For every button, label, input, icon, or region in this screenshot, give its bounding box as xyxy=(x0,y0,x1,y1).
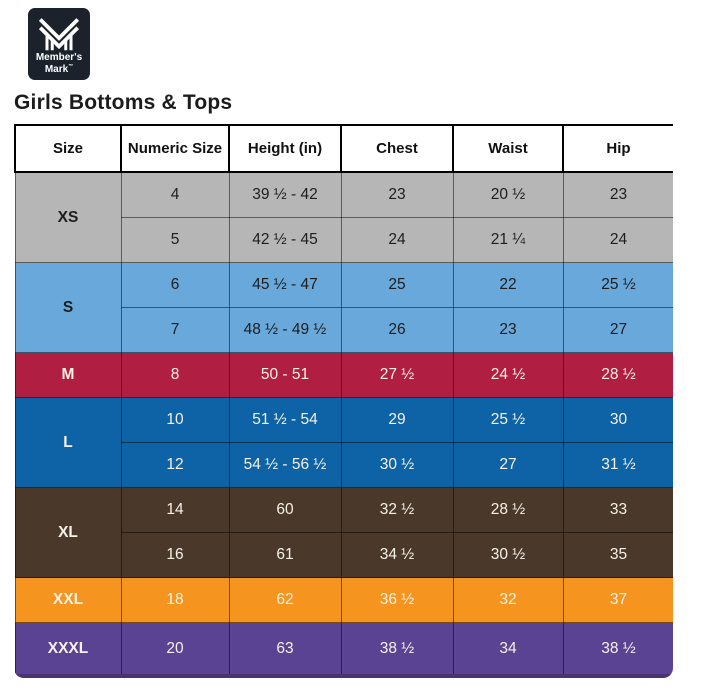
cell-numeric-size: 7 xyxy=(120,307,230,353)
size-label-xl: XL xyxy=(14,487,122,578)
cell-chest: 34 ½ xyxy=(340,532,454,578)
cell-numeric-size: 10 xyxy=(120,397,230,443)
header-row: Size Numeric Size Height (in) Chest Wais… xyxy=(14,124,673,173)
col-header-hip: Hip xyxy=(562,124,673,173)
table-row: M 8 50 - 51 27 ½ 24 ½ 28 ½ xyxy=(14,352,673,398)
cell-waist: 32 xyxy=(452,577,564,623)
cell-chest: 29 xyxy=(340,397,454,443)
col-header-chest: Chest xyxy=(340,124,454,173)
cell-height: 54 ½ - 56 ½ xyxy=(228,442,342,488)
page-title: Girls Bottoms & Tops xyxy=(14,91,233,114)
size-label-m: M xyxy=(14,352,122,398)
cell-numeric-size: 6 xyxy=(120,262,230,308)
cell-chest: 30 ½ xyxy=(340,442,454,488)
cell-waist: 20 ½ xyxy=(452,171,564,218)
cell-numeric-size: 20 xyxy=(120,622,230,678)
cell-height: 42 ½ - 45 xyxy=(228,217,342,263)
cell-waist: 22 xyxy=(452,262,564,308)
cell-height: 60 xyxy=(228,487,342,533)
cell-height: 63 xyxy=(228,622,342,678)
cell-chest: 24 xyxy=(340,217,454,263)
table-row: XXL 18 62 36 ½ 32 37 xyxy=(14,577,673,623)
table-row: 12 54 ½ - 56 ½ 30 ½ 27 31 ½ xyxy=(15,442,673,488)
size-label-xxl: XXL xyxy=(14,577,122,623)
cell-chest: 36 ½ xyxy=(340,577,454,623)
trademark-symbol: ™ xyxy=(68,63,74,70)
logo-text-line2: Mark xyxy=(44,63,69,75)
cell-numeric-size: 4 xyxy=(120,171,230,218)
size-chart: Size Numeric Size Height (in) Chest Wais… xyxy=(14,124,673,678)
size-chart-table: Size Numeric Size Height (in) Chest Wais… xyxy=(14,124,673,678)
size-label-s: S xyxy=(14,262,122,353)
cell-chest: 25 xyxy=(340,262,454,308)
table-row: L 10 51 ½ - 54 29 25 ½ 30 xyxy=(14,397,673,488)
cell-hip: 25 ½ xyxy=(562,262,673,308)
cell-waist: 30 ½ xyxy=(452,532,564,578)
cell-chest: 23 xyxy=(340,171,454,218)
cell-height: 50 - 51 xyxy=(228,352,342,398)
size-label-xxxl: XXXL xyxy=(14,622,122,678)
table-row: XL 14 60 32 ½ 28 ½ 33 xyxy=(14,487,673,578)
size-label-l: L xyxy=(14,397,122,488)
cell-waist: 23 xyxy=(452,307,564,353)
cell-waist: 34 xyxy=(452,622,564,678)
table-row: XXXL 20 63 38 ½ 34 38 ½ xyxy=(14,622,673,678)
col-header-height: Height (in) xyxy=(228,124,342,173)
cell-height: 39 ½ - 42 xyxy=(228,171,342,218)
col-header-waist: Waist xyxy=(452,124,564,173)
cell-hip: 38 ½ xyxy=(562,622,673,678)
cell-height: 62 xyxy=(228,577,342,623)
cell-hip: 37 xyxy=(562,577,673,623)
cell-chest: 26 xyxy=(340,307,454,353)
cell-waist: 21 ¼ xyxy=(452,217,564,263)
cell-numeric-size: 16 xyxy=(120,532,230,578)
size-label-xs: XS xyxy=(14,171,122,263)
cell-height: 48 ½ - 49 ½ xyxy=(228,307,342,353)
cell-numeric-size: 12 xyxy=(120,442,230,488)
cell-height: 45 ½ - 47 xyxy=(228,262,342,308)
table-row: S 6 45 ½ - 47 25 22 25 ½ xyxy=(14,262,673,353)
cell-waist: 24 ½ xyxy=(452,352,564,398)
cell-numeric-size: 8 xyxy=(120,352,230,398)
cell-waist: 25 ½ xyxy=(452,397,564,443)
cell-hip: 31 ½ xyxy=(562,442,673,488)
cell-hip: 23 xyxy=(562,171,673,218)
logo-text: Member's Mark™ xyxy=(36,52,82,75)
cell-height: 61 xyxy=(228,532,342,578)
cell-hip: 24 xyxy=(562,217,673,263)
cell-chest: 38 ½ xyxy=(340,622,454,678)
col-header-size: Size xyxy=(14,124,122,173)
cell-numeric-size: 14 xyxy=(120,487,230,533)
cell-hip: 35 xyxy=(562,532,673,578)
cell-chest: 27 ½ xyxy=(340,352,454,398)
table-row: XS 4 39 ½ - 42 23 20 ½ 23 xyxy=(14,171,673,263)
members-mark-logo: Member's Mark™ xyxy=(28,8,90,80)
cell-hip: 28 ½ xyxy=(562,352,673,398)
col-header-numeric-size: Numeric Size xyxy=(120,124,230,173)
cell-hip: 27 xyxy=(562,307,673,353)
cell-chest: 32 ½ xyxy=(340,487,454,533)
cell-height: 51 ½ - 54 xyxy=(228,397,342,443)
cell-numeric-size: 5 xyxy=(120,217,230,263)
cell-hip: 30 xyxy=(562,397,673,443)
cell-numeric-size: 18 xyxy=(120,577,230,623)
cell-waist: 27 xyxy=(452,442,564,488)
table-row: 7 48 ½ - 49 ½ 26 23 27 xyxy=(15,307,673,353)
cell-waist: 28 ½ xyxy=(452,487,564,533)
members-mark-m-icon xyxy=(38,18,80,51)
cell-hip: 33 xyxy=(562,487,673,533)
logo-text-line1: Member's xyxy=(35,52,83,63)
